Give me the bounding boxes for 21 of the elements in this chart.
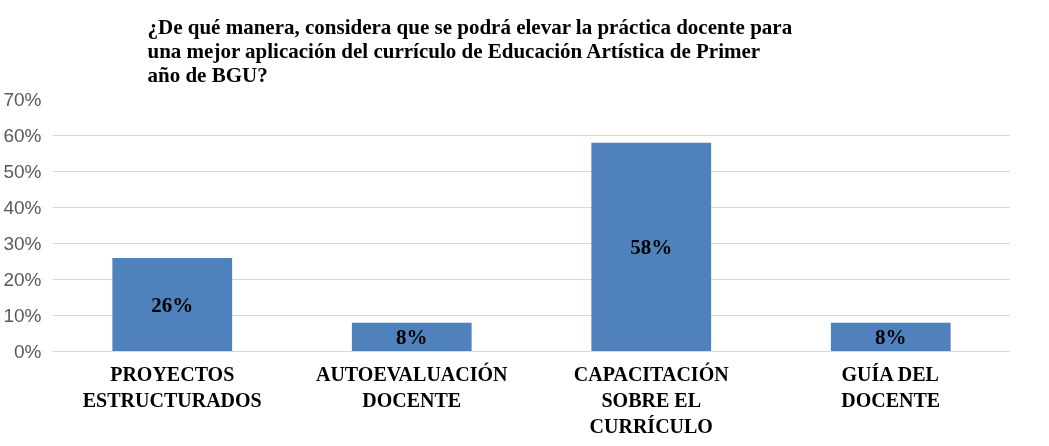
data-label: 8% — [396, 325, 428, 350]
y-tick-label: 40% — [3, 197, 42, 218]
bar — [112, 257, 233, 352]
bar — [830, 322, 951, 352]
data-label: 8% — [875, 325, 907, 350]
y-tick-label: 60% — [3, 125, 42, 146]
x-tick-label: AUTOEVALUACIÓN DOCENTE — [315, 361, 509, 411]
x-tick-label: CAPACITACIÓN SOBRE EL CURRÍCULO — [573, 361, 730, 438]
y-tick-label: 50% — [3, 161, 42, 182]
y-tick-label: 20% — [3, 269, 42, 290]
data-label: 58% — [630, 235, 673, 260]
x-tick-label: PROYECTOS ESTRUCTURADOS — [82, 362, 262, 411]
data-label: 26% — [151, 292, 194, 317]
y-tick-label: 0% — [14, 341, 42, 362]
y-tick-label: 70% — [3, 89, 42, 110]
bar — [351, 322, 472, 352]
y-tick-label: 30% — [3, 233, 42, 254]
x-tick-label: GUÍA DEL DOCENTE — [841, 362, 941, 411]
bar — [591, 142, 712, 352]
y-tick-label: 10% — [3, 305, 42, 326]
chart-title: ¿De qué manera, considera que se podrá elevar la práctica docente para una mejor aplicación del currículo de Educación Artística de Primer año de BGU? — [147, 15, 793, 87]
